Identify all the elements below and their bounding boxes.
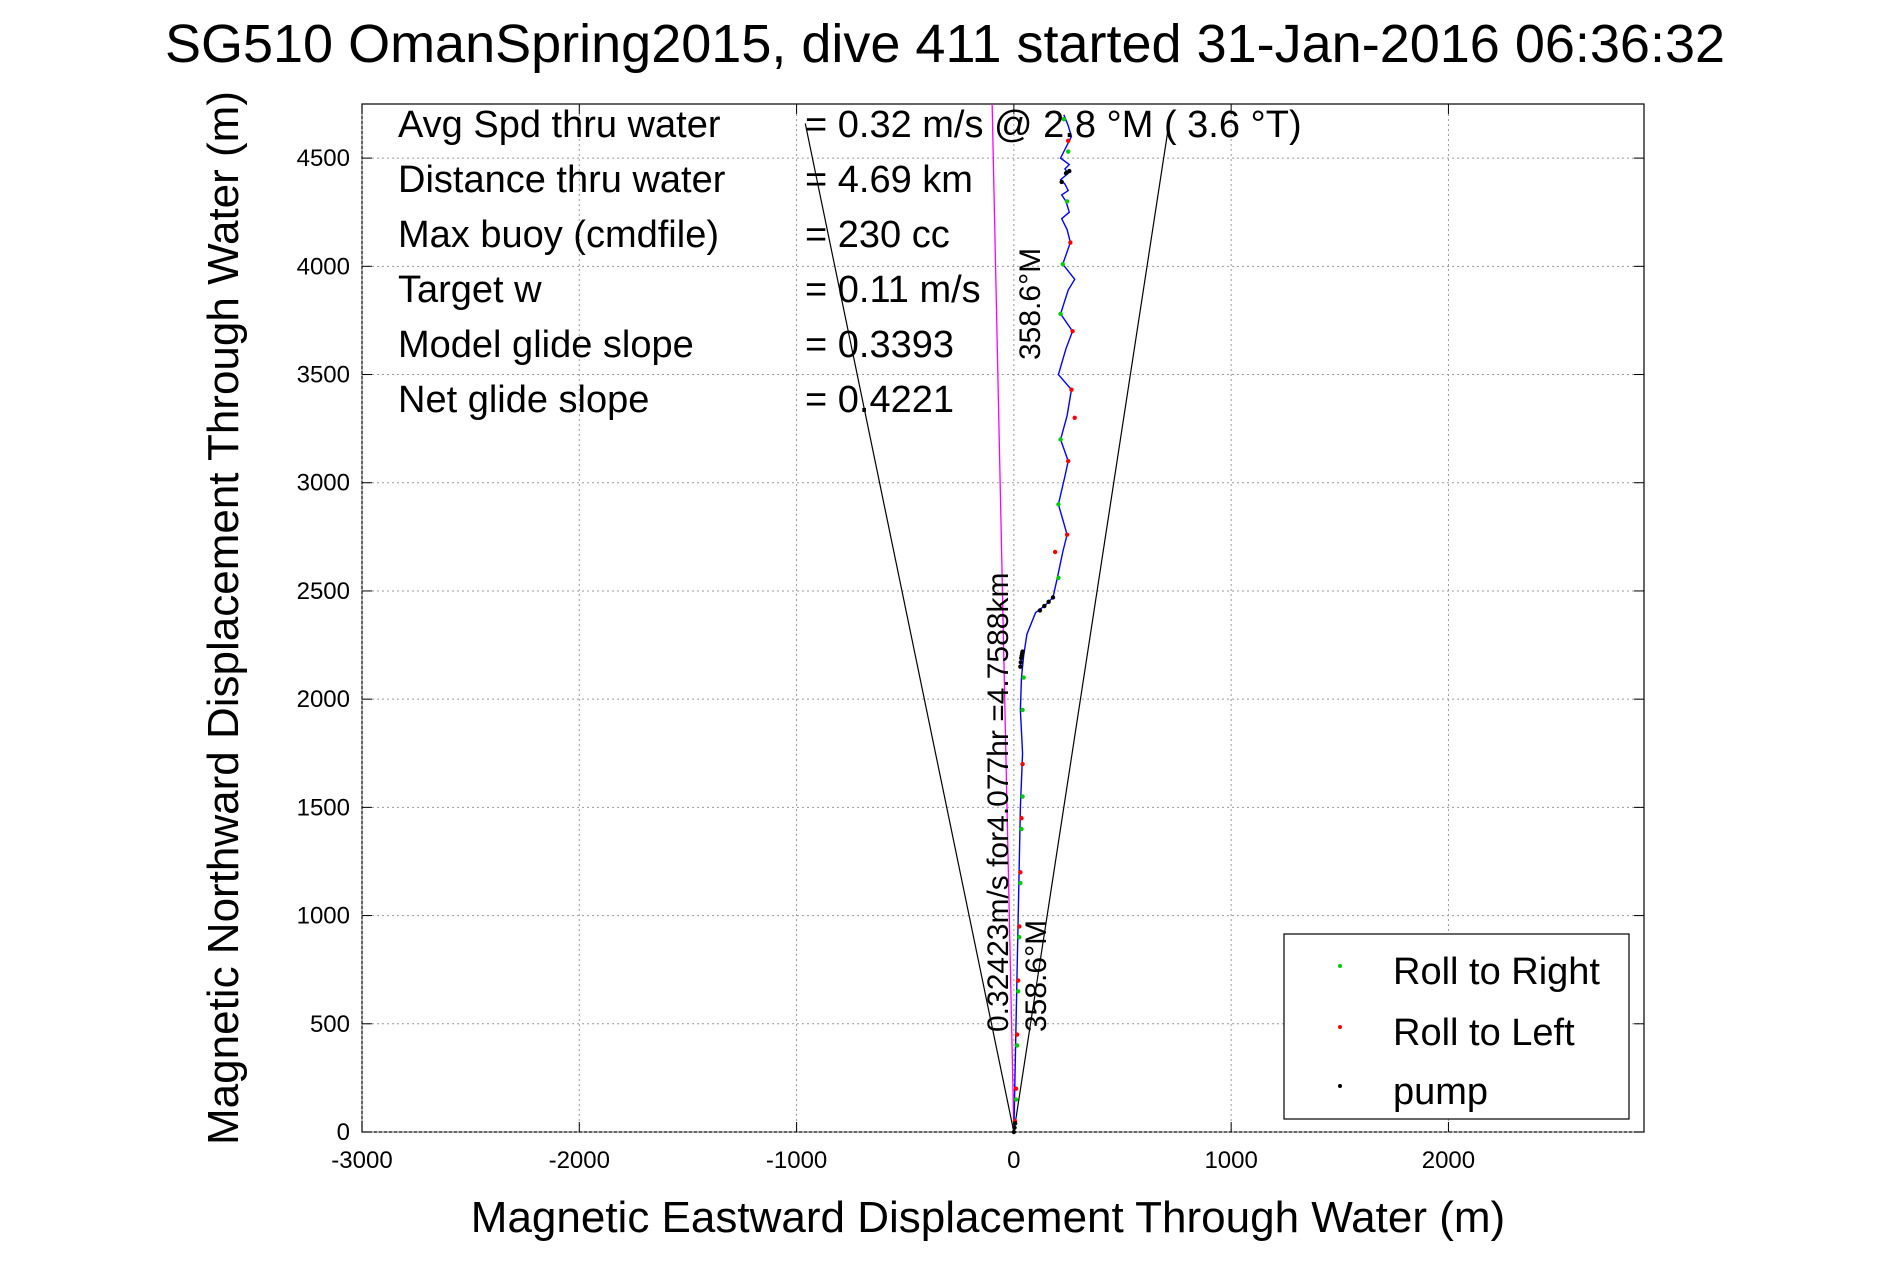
pump-point <box>1012 1125 1017 1130</box>
info-value-distance: = 4.69 km <box>805 159 973 201</box>
roll-right-point <box>1021 675 1026 680</box>
info-label-avg-speed: Avg Spd thru water <box>398 104 721 146</box>
roll-right-point <box>1056 502 1061 507</box>
pump-point <box>1059 179 1064 185</box>
roll-left-point <box>1072 415 1077 421</box>
pump-point <box>1067 168 1072 174</box>
info-value-model-glide: = 0.3393 <box>805 324 954 366</box>
y-tick-label: 1500 <box>297 794 350 821</box>
roll-left-point <box>1019 815 1024 821</box>
x-axis-label: Magnetic Eastward Displacement Through W… <box>471 1193 1505 1242</box>
y-tick-label: 2500 <box>297 578 350 605</box>
event-markers <box>1011 116 1077 1135</box>
x-tick-label: 0 <box>1007 1147 1020 1174</box>
info-label-distance: Distance thru water <box>398 159 726 201</box>
info-value-net-glide: = 0.4221 <box>805 379 954 421</box>
dive-info-block: Avg Spd thru water = 0.32 m/s @ 2.8 °M (… <box>398 104 1302 421</box>
roll-left-point <box>1064 532 1070 537</box>
y-tick-label: 1000 <box>297 903 350 930</box>
legend-label-roll-left: Roll to Left <box>1393 1012 1575 1054</box>
roll-left-point <box>1018 870 1023 875</box>
y-axis-ticks: 0 500 1000 1500 2000 2500 3000 3500 4000 4500 <box>297 145 1644 1146</box>
roll-right-point <box>1020 707 1025 713</box>
heading-annotation: 358.6°M <box>1020 920 1053 1032</box>
roll-right-point <box>1065 149 1071 154</box>
heading-cone-lines <box>804 114 1171 1133</box>
info-label-target-w: Target w <box>398 269 542 311</box>
roll-right-point <box>1061 116 1067 122</box>
x-tick-label: -3000 <box>331 1147 392 1174</box>
legend-marker-roll-right <box>1338 964 1342 968</box>
roll-left-point <box>1065 458 1071 464</box>
x-tick-label: 2000 <box>1422 1147 1475 1174</box>
roll-left-point <box>1069 387 1074 392</box>
info-label-model-glide: Model glide slope <box>398 324 694 366</box>
roll-right-point <box>1019 826 1024 832</box>
info-label-net-glide: Net glide slope <box>398 379 649 421</box>
info-value-avg-speed: = 0.32 m/s @ 2.8 °M ( 3.6 °T) <box>805 104 1302 146</box>
roll-left-point <box>1065 138 1071 143</box>
roll-right-point <box>1013 1097 1019 1102</box>
roll-left-point <box>1016 978 1021 983</box>
y-tick-label: 0 <box>337 1119 350 1146</box>
roll-right-point <box>1014 1043 1020 1048</box>
y-tick-label: 2000 <box>297 686 350 713</box>
legend-marker-pump <box>1338 1084 1342 1088</box>
pump-point <box>1063 171 1069 176</box>
roll-left-point <box>1070 329 1075 334</box>
roll-left-point <box>1014 1032 1020 1037</box>
roll-left-point <box>1052 549 1058 555</box>
x-tick-label: 1000 <box>1204 1147 1257 1174</box>
pump-point <box>1050 595 1056 600</box>
pump-point <box>1012 1121 1018 1126</box>
roll-left-point <box>1020 761 1025 767</box>
pump-point <box>1018 660 1024 665</box>
pump-point <box>1020 649 1025 654</box>
roll-right-point <box>1064 199 1070 204</box>
legend: Roll to Right Roll to Left pump <box>1283 933 1630 1120</box>
y-axis-label: Magnetic Northward Displacement Through … <box>199 91 248 1145</box>
roll-right-point <box>1017 935 1022 940</box>
magenta-heading-line <box>991 103 1015 1133</box>
roll-left-point <box>1013 1086 1019 1091</box>
info-value-max-buoy: = 230 cc <box>805 214 950 256</box>
info-value-target-w: = 0.11 m/s <box>805 269 981 311</box>
chart-title: SG510 OmanSpring2015, dive 411 started 3… <box>165 14 1725 74</box>
y-tick-label: 4000 <box>297 253 350 280</box>
roll-right-point <box>1058 437 1063 442</box>
pump-point <box>1046 599 1051 604</box>
roll-right-point <box>1020 794 1025 799</box>
y-tick-label: 3000 <box>297 470 350 497</box>
cone-line-left <box>804 123 1015 1133</box>
magenta-line <box>991 103 1015 1133</box>
roll-left-point <box>1068 240 1073 245</box>
pump-point <box>1042 603 1047 609</box>
y-tick-label: 4500 <box>297 145 350 172</box>
speed-distance-annotation: 0.32423m/s for4.077hr =4.7588km <box>982 573 1015 1032</box>
y-tick-label: 3500 <box>297 362 350 389</box>
legend-marker-roll-left <box>1338 1025 1342 1029</box>
cone-line-right <box>1013 114 1171 1133</box>
roll-right-point <box>1018 880 1023 886</box>
pump-point <box>1011 1129 1017 1135</box>
legend-label-pump: pump <box>1393 1071 1488 1113</box>
roll-right-point <box>1016 989 1021 994</box>
x-tick-label: -1000 <box>766 1147 827 1174</box>
x-tick-label: -2000 <box>549 1147 610 1174</box>
heading-annotation-top: 358.6°M <box>1014 248 1047 360</box>
pump-point <box>1018 664 1023 669</box>
legend-label-roll-right: Roll to Right <box>1393 951 1600 993</box>
y-tick-label: 500 <box>310 1011 350 1038</box>
pump-point <box>1037 608 1043 613</box>
roll-right-point <box>1060 261 1065 267</box>
info-label-max-buoy: Max buoy (cmdfile) <box>398 214 719 256</box>
roll-right-point <box>1058 311 1063 317</box>
x-axis-ticks: -3000 -2000 -1000 0 1000 2000 <box>331 104 1475 1174</box>
roll-right-point <box>1056 575 1061 581</box>
roll-left-point <box>1017 924 1022 929</box>
